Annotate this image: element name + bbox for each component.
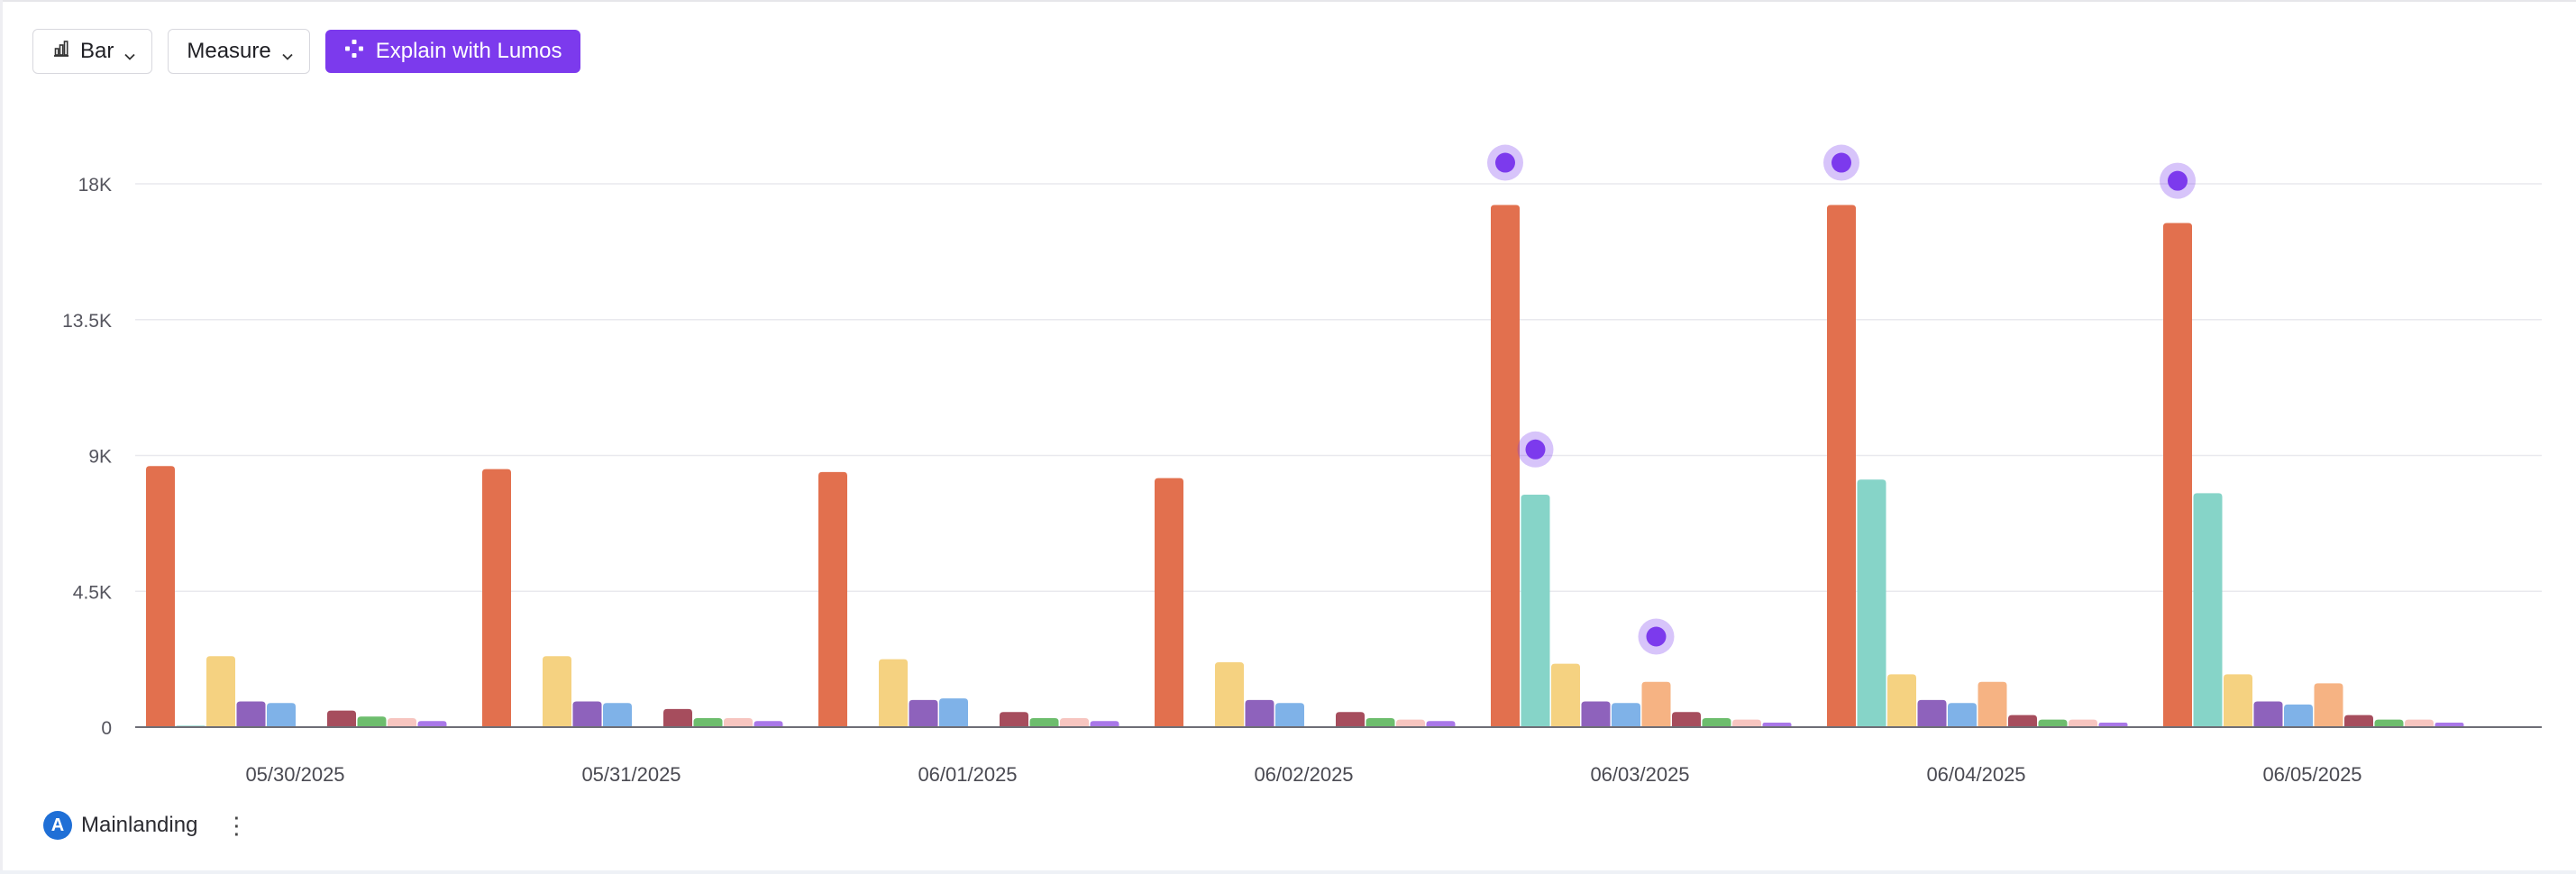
y-tick-label: 4.5K: [73, 582, 112, 603]
bar: [2314, 683, 2343, 727]
bar: [543, 656, 571, 727]
bar: [2344, 715, 2373, 727]
bar: [1702, 717, 1731, 727]
y-tick-label: 0: [101, 718, 112, 739]
chart-type-label: Bar: [80, 39, 114, 63]
bar: [879, 659, 908, 727]
panel-top-border: [0, 0, 2576, 5]
bar: [1672, 712, 1701, 727]
bar: [1336, 712, 1365, 727]
bar: [2163, 223, 2192, 728]
query-badge: A: [43, 811, 72, 840]
query-label[interactable]: Mainlanding: [81, 813, 198, 837]
bar: [1215, 661, 1244, 727]
bar: [146, 466, 175, 727]
bar: [909, 699, 938, 727]
bar: [267, 703, 296, 727]
bar: [1948, 703, 1977, 727]
bar: [1732, 719, 1761, 727]
measure-label: Measure: [187, 39, 271, 63]
bar: [939, 698, 968, 727]
bar-chart-icon: [51, 39, 71, 65]
bar: [1275, 703, 1304, 727]
bar: [1029, 717, 1059, 727]
anomaly-marker: [2168, 170, 2188, 191]
y-tick-label: 18K: [78, 175, 112, 196]
lumos-sparkle-icon: [343, 38, 365, 66]
bar: [1581, 701, 1611, 727]
bar: [2434, 722, 2464, 727]
bar: [1060, 717, 1089, 727]
more-options-icon[interactable]: ⋮: [224, 812, 249, 839]
bar: [1426, 721, 1456, 727]
x-tick-label: 06/05/2025: [2262, 763, 2361, 786]
y-tick-label: 13.5K: [62, 311, 112, 332]
panel-bottom-border: [0, 870, 2576, 874]
bar: [1551, 663, 1580, 727]
bar: [1641, 681, 1671, 727]
bar: [724, 717, 753, 727]
chevron-down-icon: [123, 45, 135, 60]
bar: [1857, 479, 1886, 727]
bar: [2374, 719, 2404, 727]
bar: [482, 469, 511, 727]
bar: [754, 721, 783, 727]
bar-chart-canvas: 0 4.5K 9K 13.5K 18K 05/30/2025 05/31/2025 06/01…: [62, 144, 2542, 786]
bar: [1155, 478, 1183, 727]
anomaly-marker: [1646, 626, 1667, 647]
bar: [357, 716, 387, 727]
bar: [1245, 699, 1274, 727]
bar: [2405, 719, 2434, 727]
bar: [572, 701, 602, 727]
anomaly-marker: [1525, 439, 1546, 460]
bar: [693, 717, 723, 727]
bar: [1491, 205, 1520, 727]
bar: [1978, 681, 2007, 727]
bar-chart: 0 4.5K 9K 13.5K 18K 05/30/2025 05/31/2025 06/01…: [62, 144, 2542, 786]
chart-toolbar: Bar Measure Explain with Lumos: [32, 29, 580, 74]
bar: [1917, 699, 1947, 727]
bar: [1827, 205, 1856, 727]
bar: [2008, 715, 2037, 727]
bar: [1887, 674, 1916, 727]
bar: [236, 701, 266, 727]
panel-left-border: [0, 0, 3, 874]
bar: [1366, 717, 1395, 727]
bar: [2098, 722, 2128, 727]
query-legend: A Mainlanding ⋮: [43, 811, 248, 840]
bar: [1396, 719, 1425, 727]
x-tick-label: 06/01/2025: [918, 763, 1017, 786]
explain-with-lumos-button[interactable]: Explain with Lumos: [324, 30, 580, 73]
x-tick-label: 06/02/2025: [1254, 763, 1353, 786]
bar: [1000, 712, 1028, 727]
chart-type-dropdown[interactable]: Bar: [32, 29, 153, 74]
bar: [818, 471, 847, 727]
x-tick-label: 05/30/2025: [245, 763, 344, 786]
bar: [1762, 722, 1792, 727]
measure-dropdown[interactable]: Measure: [168, 29, 310, 74]
bar: [2253, 701, 2283, 727]
anomaly-marker: [1832, 152, 1851, 173]
bar: [603, 703, 632, 727]
anomaly-marker: [1495, 152, 1515, 173]
bar: [1090, 721, 1119, 727]
bar: [1612, 703, 1640, 727]
chevron-down-icon: [280, 45, 293, 60]
bar: [2038, 719, 2068, 727]
bar: [2284, 704, 2313, 727]
bar: [417, 721, 447, 727]
x-tick-label: 06/03/2025: [1590, 763, 1689, 786]
bar: [2224, 674, 2252, 727]
bar: [2069, 719, 2097, 727]
bar: [2193, 493, 2223, 727]
bar: [206, 656, 235, 727]
x-tick-label: 06/04/2025: [1926, 763, 2025, 786]
explain-with-lumos-label: Explain with Lumos: [375, 39, 562, 63]
bar: [663, 708, 692, 727]
y-tick-label: 9K: [88, 447, 112, 468]
x-tick-label: 05/31/2025: [581, 763, 681, 786]
bar: [388, 717, 416, 727]
bar: [1521, 495, 1550, 727]
bar: [327, 710, 356, 727]
